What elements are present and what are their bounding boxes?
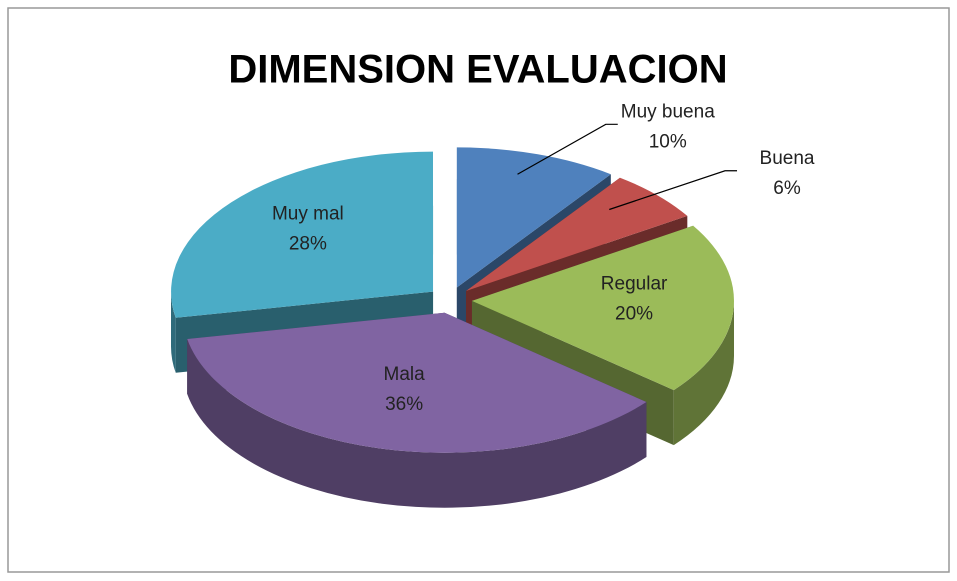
data-label: 6%	[773, 178, 801, 199]
slice-category: Regular	[601, 273, 668, 294]
slice-wall	[171, 291, 176, 373]
slice-wall	[673, 300, 734, 446]
data-label: 36%	[385, 394, 423, 415]
slice-category: Buena	[760, 148, 815, 169]
data-label: 10%	[649, 131, 687, 152]
slice-wall	[187, 339, 647, 508]
leader-line	[609, 170, 738, 211]
slice	[471, 225, 734, 391]
data-label: 20%	[615, 303, 653, 324]
slice-category: Muy mal	[272, 203, 344, 224]
chart-title: DIMENSION EVALUACION	[228, 48, 727, 92]
slice	[466, 177, 688, 291]
data-label: 28%	[289, 233, 327, 254]
slice	[171, 151, 434, 318]
slice	[187, 312, 647, 453]
leader-line	[517, 123, 618, 175]
slice-category: Muy buena	[621, 101, 715, 122]
slice-category: Mala	[384, 364, 426, 385]
slice	[456, 147, 611, 288]
